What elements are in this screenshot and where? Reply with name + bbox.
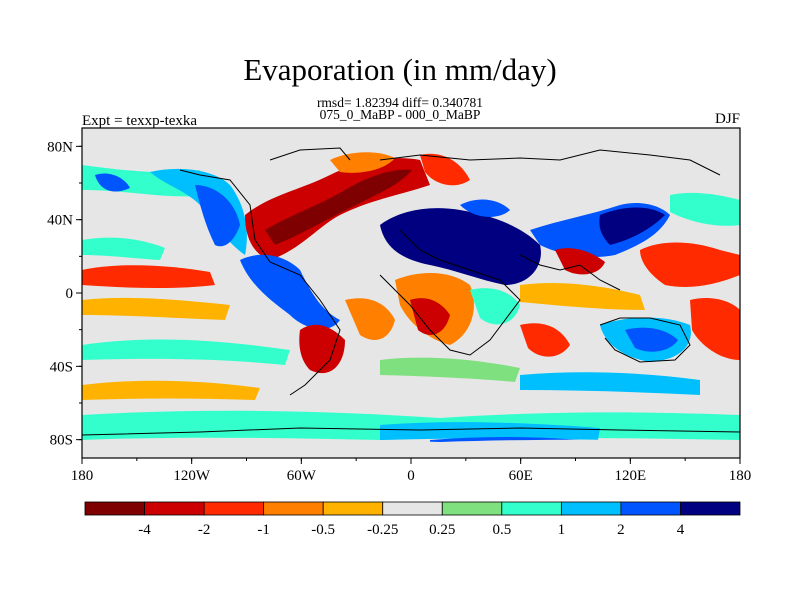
colorbar-swatch — [144, 501, 205, 516]
map-field — [82, 128, 740, 458]
colorbar-swatch — [620, 501, 681, 516]
colorbar-swatch — [203, 501, 265, 516]
colorbar-label: 0.25 — [429, 522, 455, 538]
experiment-label: Expt = texxp-texka — [82, 113, 198, 129]
field-patch — [265, 169, 412, 245]
field-patch — [82, 380, 260, 400]
field-patch — [195, 185, 240, 247]
field-patch — [95, 173, 130, 192]
periods-subtitle: 075_0_MaBP - 000_0_MaBP — [319, 107, 481, 122]
lat-tick-label: 0 — [66, 286, 74, 302]
africa-red-patch — [410, 298, 450, 335]
antarctica-region — [82, 439, 740, 458]
field-patch — [82, 265, 215, 289]
lon-tick-label: 60W — [287, 468, 317, 484]
plot-title: Evaporation (in mm/day) — [243, 52, 557, 87]
colorbar-label: -1 — [257, 522, 270, 538]
lon-tick-label: 180 — [71, 468, 94, 484]
lat-tick-label: 80S — [50, 433, 73, 449]
stats-subtitle: rmsd= 1.82394 diff= 0.340781 — [316, 95, 484, 110]
field-patch — [460, 199, 510, 217]
colorbar-label: 1 — [558, 522, 566, 538]
field-patch — [380, 357, 520, 382]
colorbar-swatch — [84, 501, 145, 516]
field-patch — [625, 327, 678, 352]
season-label: DJF — [714, 111, 740, 127]
colorbar-swatch — [680, 501, 741, 516]
field-patch — [330, 152, 395, 173]
eurasia-blue-core — [380, 208, 541, 285]
longitude-axis: 180 120W 60W 0 60E 120E 180 — [71, 458, 752, 484]
field-patch — [345, 298, 395, 340]
field-patch — [520, 283, 645, 310]
field-patch — [599, 207, 665, 245]
coastlines — [82, 147, 740, 436]
field-patch — [670, 192, 740, 226]
colorbar-swatch — [382, 501, 443, 516]
field-patch — [420, 153, 470, 186]
field-patch — [640, 242, 740, 287]
colorbar-label: -0.25 — [367, 522, 398, 538]
colorbar-label: 0.5 — [492, 522, 511, 538]
lon-tick-label: 180 — [729, 468, 752, 484]
latitude-axis: 80N 40N 0 40S 80S — [47, 139, 82, 449]
colorbar-label: 2 — [617, 522, 625, 538]
colorbar-swatch — [263, 501, 324, 516]
field-patch — [380, 422, 600, 440]
field-patch — [520, 372, 700, 395]
colorbar-label: -2 — [198, 522, 211, 538]
lat-tick-label: 40N — [47, 213, 73, 229]
colorbar-swatch — [560, 501, 622, 516]
lat-tick-label: 80N — [47, 139, 73, 155]
field-patch — [470, 288, 520, 325]
field-patch — [520, 323, 570, 357]
lon-tick-label: 60E — [509, 468, 533, 484]
field-patch — [690, 298, 740, 360]
field-patch — [240, 254, 340, 330]
colorbar-swatch — [441, 501, 503, 516]
colorbar-label: -4 — [138, 522, 151, 538]
colorbar-swatch — [322, 501, 384, 516]
colorbar: -4 -2 -1 -0.5 -0.25 0.25 0.5 1 2 4 — [84, 501, 741, 538]
field-patch — [82, 339, 290, 365]
field-patch — [82, 237, 165, 260]
lon-tick-label: 120W — [173, 468, 211, 484]
field-patch — [82, 297, 230, 320]
south-america-red-patch — [299, 324, 345, 374]
lat-tick-label: 40S — [50, 359, 73, 375]
colorbar-swatch — [501, 501, 562, 516]
colorbar-label: -0.5 — [311, 522, 335, 538]
lon-tick-label: 120E — [614, 468, 646, 484]
colorbar-label: 4 — [677, 522, 685, 538]
lon-tick-label: 0 — [407, 468, 415, 484]
